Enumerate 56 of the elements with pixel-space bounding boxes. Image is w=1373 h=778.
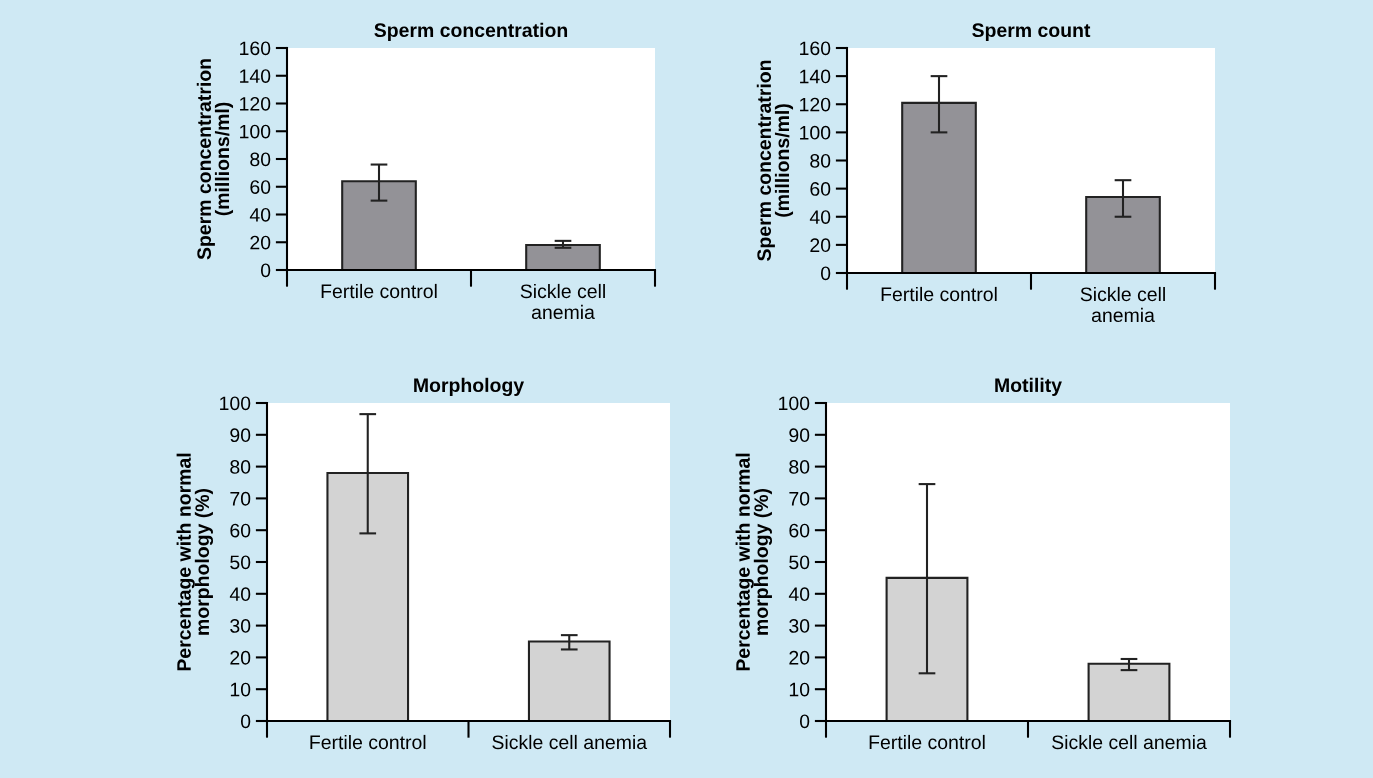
- y-tick-label: 70: [230, 491, 251, 506]
- y-tick-label: 120: [240, 96, 271, 111]
- chart-title: Sperm count: [972, 23, 1091, 41]
- x-tick-label: Fertile control: [881, 286, 997, 302]
- y-tick-label: 0: [260, 263, 271, 278]
- x-tick-label: Sickle cell anemia: [520, 283, 605, 320]
- y-tick-label: 90: [230, 428, 251, 443]
- y-tick-label: 20: [789, 650, 810, 665]
- y-tick-label: 50: [789, 555, 810, 570]
- chart-title: Motility: [995, 377, 1062, 396]
- y-axis-title: Sperm concentratrion (millions/ml): [756, 60, 794, 261]
- x-tick-label: Fertile control: [869, 734, 985, 750]
- y-tick-label: 20: [230, 650, 251, 665]
- y-tick-label: 70: [789, 491, 810, 506]
- y-tick-label: 80: [230, 460, 251, 474]
- y-tick-label: 140: [800, 69, 831, 84]
- y-tick-label: 40: [229, 587, 251, 602]
- y-tick-label: 100: [240, 124, 271, 139]
- y-tick-label: 60: [810, 182, 831, 196]
- y-tick-label: 20: [810, 238, 831, 253]
- y-tick-label: 10: [789, 682, 810, 697]
- chart-title: Morphology: [414, 377, 525, 397]
- y-tick-label: 40: [809, 210, 831, 224]
- x-tick-label: Fertile control: [310, 734, 426, 750]
- y-tick-label: 20: [250, 235, 271, 250]
- y-tick-label: 90: [789, 428, 810, 443]
- x-tick-label: Fertile control: [321, 283, 437, 299]
- y-axis-title: Sperm concentratrion (millions/ml): [196, 59, 234, 260]
- chart-title: Sperm concentration: [374, 22, 568, 41]
- y-axis-title: Percentage with normal morphology (%): [735, 453, 773, 671]
- y-tick-label: 30: [230, 619, 251, 633]
- y-tick-label: 60: [250, 180, 271, 194]
- y-tick-label: 80: [250, 152, 271, 167]
- y-tick-label: 0: [799, 714, 810, 729]
- y-tick-label: 120: [800, 97, 831, 112]
- y-tick-label: 80: [810, 153, 831, 168]
- x-tick-label: Sickle cell anemia: [1052, 734, 1207, 750]
- y-tick-label: 10: [230, 682, 251, 697]
- y-tick-label: 100: [800, 125, 831, 140]
- y-tick-label: 60: [789, 523, 810, 538]
- y-tick-label: 0: [240, 714, 251, 729]
- y-tick-label: 0: [820, 266, 831, 281]
- y-tick-label: 80: [789, 460, 810, 474]
- y-tick-label: 50: [230, 555, 251, 570]
- y-tick-label: 140: [240, 69, 271, 83]
- y-tick-label: 160: [240, 41, 271, 56]
- y-tick-label: 40: [788, 587, 810, 602]
- y-axis-title: Percentage with normal morphology (%): [176, 453, 214, 671]
- y-tick-label: 100: [779, 396, 810, 411]
- y-tick-label: 40: [249, 207, 271, 222]
- y-tick-label: 100: [220, 396, 251, 411]
- x-tick-label: Sickle cell anemia: [1080, 286, 1165, 323]
- y-tick-label: 160: [800, 41, 831, 56]
- y-tick-label: 30: [789, 619, 810, 633]
- y-tick-label: 60: [230, 523, 251, 538]
- x-tick-label: Sickle cell anemia: [492, 734, 648, 750]
